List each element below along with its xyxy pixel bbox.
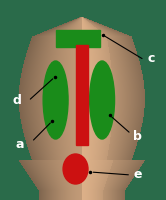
Text: d: d <box>12 94 21 106</box>
Text: a: a <box>16 138 24 150</box>
Bar <box>56 30 100 47</box>
Ellipse shape <box>43 61 68 139</box>
Circle shape <box>63 154 88 184</box>
Bar <box>76 45 88 145</box>
Text: e: e <box>133 168 142 182</box>
Text: c: c <box>147 51 155 64</box>
Text: b: b <box>133 130 142 142</box>
Ellipse shape <box>90 61 115 139</box>
